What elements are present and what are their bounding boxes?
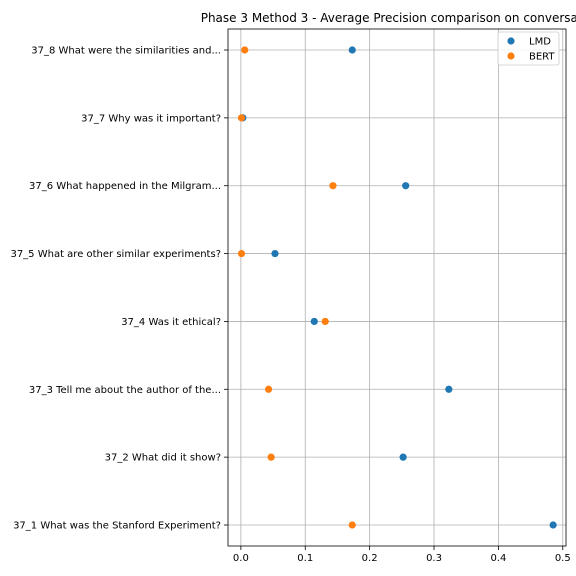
y-tick-label: 37_1 What was the Stanford Experiment? [13, 521, 221, 532]
point-lmd-5 [271, 249, 279, 258]
point-lmd-3 [445, 385, 453, 393]
point-bert-7 [237, 114, 246, 122]
y-tick-label: 37_2 What did it show? [105, 453, 221, 464]
y-tick-label: 37_8 What were the similarities and... [31, 46, 221, 57]
x-tick-label: 0.0 [233, 553, 249, 564]
point-lmd-2 [399, 453, 407, 461]
y-tick-label: 37_5 What are other similar experiments? [10, 249, 221, 260]
grid-lines [228, 29, 566, 546]
y-tick-label: 37_3 Tell me about the author of the... [29, 385, 221, 396]
legend-marker-lmd [507, 37, 515, 45]
point-bert-8 [241, 46, 249, 54]
point-bert-3 [264, 385, 273, 393]
data-points [237, 46, 557, 529]
legend-label-bert: BERT [529, 52, 555, 63]
point-bert-6 [329, 182, 337, 190]
y-tick-label: 37_6 What happened in the Milgram... [29, 181, 221, 192]
point-lmd-8 [348, 46, 356, 54]
x-tick-label: 0.4 [490, 553, 506, 564]
point-bert-2 [267, 453, 275, 461]
x-tick-label: 0.3 [426, 553, 442, 564]
point-lmd-4 [310, 317, 318, 326]
legend-label-lmd: LMD [529, 37, 551, 48]
point-bert-4 [321, 317, 329, 326]
x-tick-label: 0.1 [297, 553, 313, 564]
legend: LMD BERT [497, 31, 560, 66]
legend-marker-bert [507, 52, 515, 60]
point-lmd-1 [549, 521, 557, 529]
x-tick-label: 0.5 [555, 553, 571, 564]
point-lmd-6 [402, 182, 410, 190]
point-bert-5 [237, 249, 246, 258]
plot-area [227, 28, 567, 547]
y-tick-label: 37_7 Why was it important? [81, 113, 221, 124]
axis-ticks: 0.0 0.1 0.2 0.3 0.4 0.5 37_1 What was the Stan… [10, 46, 570, 565]
y-tick-label: 37_4 Was it ethical? [121, 317, 221, 328]
point-bert-1 [348, 521, 356, 529]
x-tick-label: 0.2 [362, 553, 378, 564]
chart-title: Phase 3 Method 3 - Average Precision com… [201, 11, 576, 25]
